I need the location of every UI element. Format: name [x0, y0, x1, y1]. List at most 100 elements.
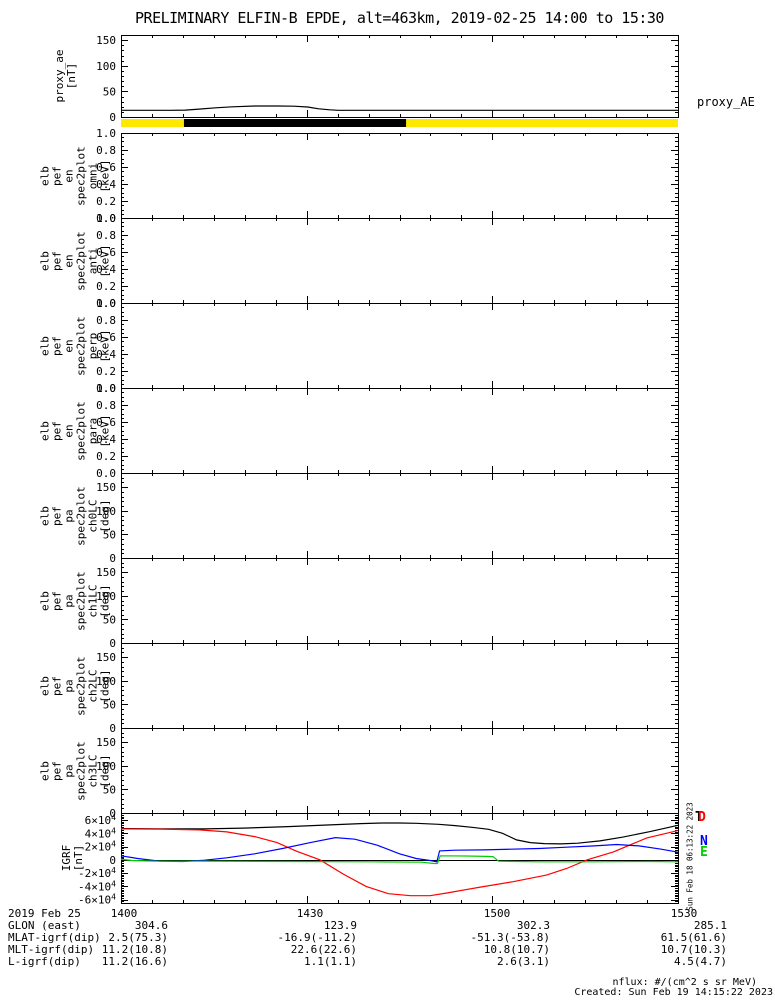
y-tick-label: 0.4 [96, 178, 116, 191]
y-tick-label: 100 [96, 60, 116, 73]
x-ticks [121, 558, 679, 643]
y-tick-label: 0.0 [96, 382, 116, 395]
annotation-row-label: 2019 Feb 25 [8, 907, 81, 920]
annotation-cell: 10.7(10.3) [660, 943, 727, 956]
y-tick-label: 0 [109, 807, 116, 820]
y-tick-label: 0.2 [96, 280, 116, 293]
x-ticks [121, 813, 679, 903]
y-tick-label: -6×104 [78, 893, 116, 907]
y-tick-label: 0.0 [96, 467, 116, 480]
y-tick-label: 0.0 [96, 297, 116, 310]
y-tick-label: 100 [96, 590, 116, 603]
y-tick-label: 0 [109, 722, 116, 735]
y-ticks [121, 133, 678, 219]
igrf-legend-N: N [700, 834, 708, 849]
y-tick-label: 0.6 [96, 331, 116, 344]
panel-border [121, 473, 679, 559]
y-ticks [121, 473, 678, 559]
x-ticks [121, 643, 679, 728]
y-ticks [121, 558, 678, 644]
y-tick-label: 0 [109, 552, 116, 565]
availability-bar-segment [183, 119, 407, 127]
series-igrf-N [120, 836, 679, 863]
y-ticks [121, 303, 678, 389]
annotation-cell: 22.6(22.6) [290, 943, 357, 956]
y-tick-label: -2×104 [78, 866, 116, 880]
y-tick-label: 1.0 [96, 382, 116, 395]
y-tick-label: 0.6 [96, 416, 116, 429]
y-tick-label: 0.8 [96, 144, 116, 157]
panel-border [121, 218, 679, 304]
x-ticks [121, 473, 679, 558]
panel-ch2LC: 0 50 100 150 [96, 643, 679, 735]
annotation-row-label: MLAT-igrf(dip) [8, 931, 101, 944]
y-tick-label: 50 [103, 698, 116, 711]
x-ticks [121, 133, 679, 218]
y-tick-label: 1.0 [96, 127, 116, 140]
y-tick-label: 150 [96, 651, 116, 664]
availability-bar-segment [406, 119, 678, 127]
ylabel-ch0LC: elb pef pa spec2plot ch0LC [deg] [38, 485, 111, 546]
y-tick-label: 2×104 [85, 840, 117, 854]
y-tick-label: 0.8 [96, 314, 116, 327]
ylabel-ch2LC: elb pef pa spec2plot ch2LC [deg] [38, 655, 111, 716]
x-ticks [121, 218, 679, 303]
sidebar-timestamp: Sun Feb 18 06:13:22 2023 [685, 802, 695, 911]
y-tick-label: 4×104 [85, 826, 117, 840]
annotation-cell: 302.3 [516, 919, 550, 932]
panel-border [121, 133, 679, 219]
y-tick-label: 0.2 [96, 450, 116, 463]
panel-perp: 1.0 0.8 0.6 0.4 0.2 0.0 [96, 297, 679, 395]
y-tick-label: 0.8 [96, 229, 116, 242]
y-tick-label: 1.0 [96, 212, 116, 225]
y-tick-label: 100 [96, 760, 116, 773]
annotation-cell: 123.9 [323, 919, 357, 932]
annotation-cell: 304.6 [134, 919, 168, 932]
panel-border [121, 303, 679, 389]
page-title: PRELIMINARY ELFIN-B EPDE, alt=463km, 201… [135, 9, 664, 27]
series-igrf-T [120, 822, 679, 845]
ylabel-ch1LC: elb pef pa spec2plot ch1LC [deg] [38, 570, 111, 631]
ylabel-proxy_ae: proxy_ae [nT] [53, 49, 78, 103]
annotation-cell: 4.5(4.7) [674, 955, 727, 968]
annotation-cell: 1400 [110, 907, 138, 920]
y-tick-label: 0 [109, 854, 116, 867]
annotation-cell: 61.5(61.6) [660, 931, 727, 944]
panel-para: 1.0 0.8 0.6 0.4 0.2 0.0 [96, 382, 679, 480]
y-tick-label: 0.4 [96, 433, 116, 446]
ylabel-para: elb pef en spec2plot para [keV] [38, 400, 111, 461]
annotation-row-label: L-igrf(dip) [8, 955, 81, 968]
panel-ch0LC: 0 50 100 150 [96, 473, 679, 565]
y-tick-label: 0.2 [96, 195, 116, 208]
annotation-cell: 2.6(3.1) [497, 955, 550, 968]
annotation-row-label: GLON (east) [8, 919, 81, 932]
panel-border [121, 643, 679, 729]
availability-bar [121, 119, 678, 127]
footer-created-timestamp: Created: Sun Feb 19 14:15:22 2023 [574, 987, 773, 998]
panel-ch3LC: 0 50 100 150 [96, 728, 679, 820]
y-tick-label: 150 [96, 566, 116, 579]
y-tick-label: 50 [103, 613, 116, 626]
footer-nflux-note: nflux: #/(cm^2 s sr MeV) [612, 977, 758, 988]
y-tick-label: 0.2 [96, 365, 116, 378]
y-ticks [121, 35, 678, 118]
series-igrf-E [120, 855, 679, 865]
annotation-cell: 1430 [296, 907, 324, 920]
panel-border [121, 728, 679, 814]
y-tick-label: 0.6 [96, 161, 116, 174]
y-tick-label: 100 [96, 675, 116, 688]
y-tick-label: 150 [96, 736, 116, 749]
annotation-cell: 1.1(1.1) [304, 955, 357, 968]
y-tick-label: 150 [96, 34, 116, 47]
y-ticks [121, 813, 678, 904]
y-ticks [121, 388, 678, 474]
panel-border [121, 558, 679, 644]
annotation-cell: 11.2(10.8) [101, 943, 168, 956]
y-tick-label: 0.4 [96, 348, 116, 361]
proxy-ae-legend-label: proxy_AE [697, 95, 755, 109]
y-tick-label: 1.0 [96, 297, 116, 310]
igrf-legend-T: T [695, 810, 703, 825]
y-tick-label: 6×104 [85, 813, 117, 827]
